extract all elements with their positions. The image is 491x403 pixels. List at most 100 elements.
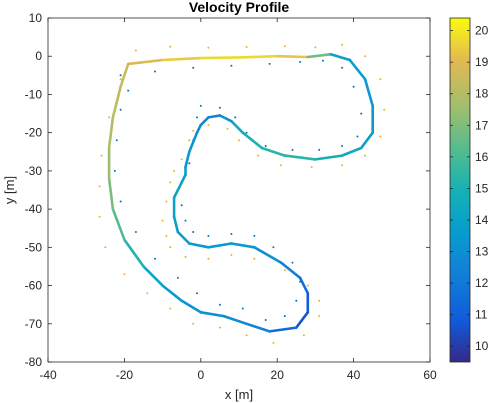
inner-boundary-dot bbox=[177, 277, 179, 279]
outer-boundary-dot bbox=[383, 109, 385, 111]
outer-boundary-dot bbox=[364, 55, 366, 57]
inner-boundary-dot bbox=[120, 109, 122, 111]
inner-boundary-dot bbox=[265, 145, 267, 147]
inner-boundary-dot bbox=[284, 315, 286, 317]
outer-boundary-dot bbox=[379, 78, 381, 80]
outer-boundary-dot bbox=[169, 181, 171, 183]
y-axis-label: y [m] bbox=[2, 176, 17, 204]
outer-boundary-dot bbox=[246, 334, 248, 336]
inner-boundary-dot bbox=[196, 116, 198, 118]
outer-boundary-dot bbox=[165, 235, 167, 237]
inner-boundary-dot bbox=[135, 231, 137, 233]
outer-boundary-dot bbox=[165, 201, 167, 203]
y-tick-label: 0 bbox=[35, 49, 42, 63]
y-tick-label: 10 bbox=[29, 11, 43, 25]
y-tick-label: -30 bbox=[25, 164, 43, 178]
path-segment bbox=[239, 56, 277, 57]
outer-boundary-dot bbox=[364, 155, 366, 157]
path-segment bbox=[201, 57, 239, 58]
colorbar-tick-label: 14 bbox=[475, 213, 489, 227]
inner-boundary-dot bbox=[230, 65, 232, 67]
inner-boundary-dot bbox=[207, 235, 209, 237]
inner-boundary-dot bbox=[114, 170, 116, 172]
outer-boundary-dot bbox=[192, 323, 194, 325]
outer-boundary-dot bbox=[303, 334, 305, 336]
inner-boundary-dot bbox=[341, 67, 343, 69]
inner-boundary-dot bbox=[188, 162, 190, 164]
x-tick-label: 60 bbox=[423, 368, 437, 382]
y-tick-label: -50 bbox=[25, 240, 43, 254]
inner-boundary-dot bbox=[353, 86, 355, 88]
outer-boundary-dot bbox=[99, 185, 101, 187]
outer-boundary-dot bbox=[101, 155, 103, 157]
outer-boundary-dot bbox=[311, 166, 313, 168]
outer-boundary-dot bbox=[169, 246, 171, 248]
chart-title: Velocity Profile bbox=[189, 0, 290, 15]
inner-boundary-dot bbox=[196, 292, 198, 294]
outer-boundary-dot bbox=[280, 164, 282, 166]
inner-boundary-dot bbox=[192, 231, 194, 233]
outer-boundary-dot bbox=[169, 308, 171, 310]
inner-boundary-dot bbox=[246, 132, 248, 134]
y-tick-label: -80 bbox=[25, 355, 43, 369]
inner-boundary-dot bbox=[272, 246, 274, 248]
y-tick-label: -10 bbox=[25, 87, 43, 101]
y-tick-label: -60 bbox=[25, 279, 43, 293]
inner-boundary-dot bbox=[253, 235, 255, 237]
inner-boundary-dot bbox=[341, 145, 343, 147]
y-tick-label: -70 bbox=[25, 317, 43, 331]
plot-area bbox=[48, 18, 430, 362]
colorbar-tick-label: 10 bbox=[475, 339, 489, 353]
inner-boundary-dot bbox=[295, 300, 297, 302]
outer-boundary-dot bbox=[108, 116, 110, 118]
colorbar-tick-label: 18 bbox=[475, 87, 489, 101]
outer-boundary-dot bbox=[169, 46, 171, 48]
outer-boundary-dot bbox=[135, 50, 137, 52]
inner-boundary-dot bbox=[154, 71, 156, 73]
outer-boundary-dot bbox=[253, 258, 255, 260]
colorbar-tick-label: 17 bbox=[475, 118, 489, 132]
x-tick-label: 40 bbox=[347, 368, 361, 382]
outer-boundary-dot bbox=[314, 46, 316, 48]
inner-boundary-dot bbox=[318, 149, 320, 151]
y-tick-label: -40 bbox=[25, 202, 43, 216]
outer-boundary-dot bbox=[230, 254, 232, 256]
outer-boundary-dot bbox=[284, 45, 286, 47]
colorbar-tick-label: 15 bbox=[475, 181, 489, 195]
path-segment bbox=[277, 56, 308, 57]
outer-boundary-dot bbox=[207, 47, 209, 49]
inner-boundary-dot bbox=[265, 319, 267, 321]
inner-boundary-dot bbox=[185, 220, 187, 222]
inner-boundary-dot bbox=[120, 74, 122, 76]
inner-boundary-dot bbox=[127, 90, 129, 92]
outer-boundary-dot bbox=[341, 44, 343, 46]
colorbar-tick-label: 12 bbox=[475, 276, 489, 290]
outer-boundary-dot bbox=[146, 292, 148, 294]
colorbar-tick-label: 16 bbox=[475, 150, 489, 164]
x-tick-label: -20 bbox=[116, 368, 134, 382]
outer-boundary-dot bbox=[99, 216, 101, 218]
inner-boundary-dot bbox=[219, 304, 221, 306]
inner-boundary-dot bbox=[116, 139, 118, 141]
inner-boundary-dot bbox=[292, 262, 294, 264]
outer-boundary-dot bbox=[238, 139, 240, 141]
colorbar-tick-label: 19 bbox=[475, 55, 489, 69]
inner-boundary-dot bbox=[360, 113, 362, 115]
outer-boundary-dot bbox=[307, 285, 309, 287]
outer-boundary-dot bbox=[120, 78, 122, 80]
outer-boundary-dot bbox=[318, 315, 320, 317]
inner-boundary-dot bbox=[219, 107, 221, 109]
x-axis-label: x [m] bbox=[225, 387, 253, 402]
inner-boundary-dot bbox=[154, 258, 156, 260]
inner-boundary-dot bbox=[292, 149, 294, 151]
inner-boundary-dot bbox=[234, 116, 236, 118]
outer-boundary-dot bbox=[104, 246, 106, 248]
outer-boundary-dot bbox=[284, 269, 286, 271]
outer-boundary-dot bbox=[227, 128, 229, 130]
inner-boundary-dot bbox=[242, 308, 244, 310]
outer-boundary-dot bbox=[162, 220, 164, 222]
outer-boundary-dot bbox=[246, 46, 248, 48]
inner-boundary-dot bbox=[269, 63, 271, 65]
inner-boundary-dot bbox=[181, 204, 183, 206]
